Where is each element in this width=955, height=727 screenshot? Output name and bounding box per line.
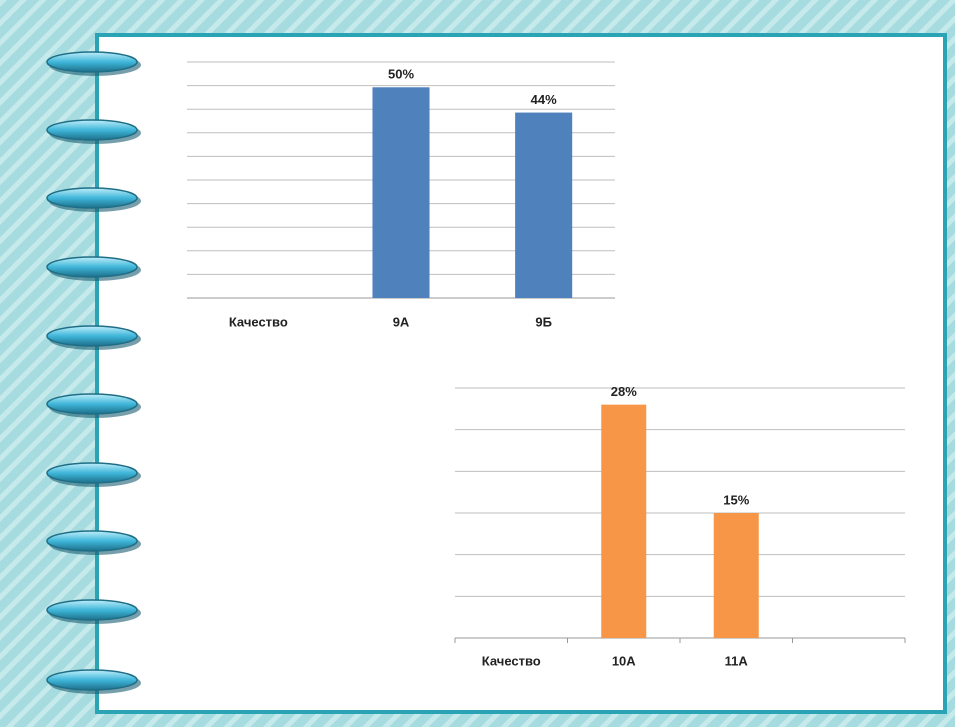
ring (46, 325, 138, 347)
ring (46, 669, 138, 691)
bar (372, 87, 430, 299)
ring (46, 51, 138, 73)
ring (46, 119, 138, 141)
ring (46, 187, 138, 209)
data-label: 28% (611, 384, 637, 399)
x-tick-label: 11А (725, 653, 749, 668)
x-tick-label: Качество (482, 653, 541, 668)
data-label: 44% (531, 92, 557, 107)
ring (46, 462, 138, 484)
ring (46, 530, 138, 552)
ring (46, 256, 138, 278)
bar (515, 112, 573, 298)
bar (601, 404, 647, 638)
x-tick-label: 10А (612, 653, 636, 668)
x-tick-label: 9Б (535, 314, 552, 329)
x-tick-label: Качество (229, 314, 288, 329)
ring (46, 393, 138, 415)
data-label: 50% (388, 67, 414, 82)
bar (713, 513, 759, 638)
data-label: 15% (723, 492, 749, 507)
ring (46, 599, 138, 621)
x-tick-label: 9А (393, 314, 410, 329)
spiral-binding (46, 51, 141, 694)
